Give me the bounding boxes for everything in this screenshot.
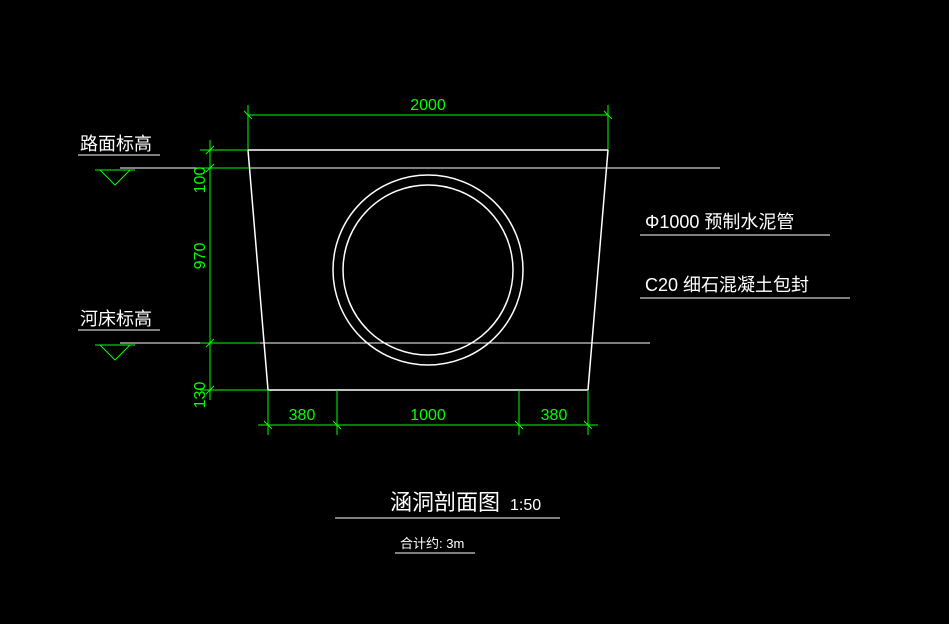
svg-text:C20 细石混凝土包封: C20 细石混凝土包封	[645, 275, 809, 295]
svg-text:1:50: 1:50	[510, 497, 541, 514]
dim-vertical: 100 970 130	[192, 140, 268, 408]
cad-drawing: 2000 路面标高 河床标高	[0, 0, 949, 624]
dim-bottom: 380 1000 380	[258, 390, 598, 435]
dim-2000: 2000	[410, 97, 446, 114]
culvert-body	[248, 150, 608, 390]
pipe-circle	[333, 175, 523, 365]
dim-970: 970	[192, 243, 209, 270]
svg-text:合计约: 3m: 合计约: 3m	[400, 536, 464, 551]
river-level-label: 河床标高	[78, 309, 160, 360]
svg-text:河床标高: 河床标高	[80, 309, 152, 329]
leader-pipe: Φ1000 预制水泥管	[640, 212, 830, 235]
drawing-title: 涵洞剖面图 1:50	[335, 490, 560, 518]
dim-380-right: 380	[541, 407, 568, 424]
road-level-label: 路面标高	[78, 134, 160, 185]
svg-text:Φ1000 预制水泥管: Φ1000 预制水泥管	[645, 212, 794, 232]
dim-1000: 1000	[410, 407, 446, 424]
dim-100: 100	[192, 167, 209, 194]
svg-text:路面标高: 路面标高	[80, 134, 152, 154]
svg-text:涵洞剖面图: 涵洞剖面图	[390, 490, 500, 515]
dim-380-left: 380	[289, 407, 316, 424]
dim-130: 130	[192, 382, 209, 409]
total-note: 合计约: 3m	[395, 536, 475, 553]
dim-top-width: 2000	[244, 97, 612, 150]
leader-concrete: C20 细石混凝土包封	[640, 275, 850, 298]
